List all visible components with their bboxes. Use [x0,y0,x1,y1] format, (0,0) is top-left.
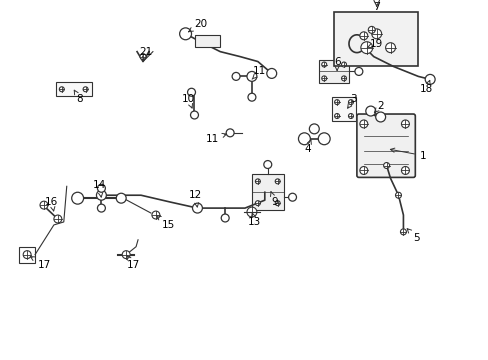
Text: 11: 11 [251,67,266,79]
Bar [56,82,91,96]
Circle shape [341,76,346,81]
Text: 2: 2 [374,101,383,112]
Circle shape [359,167,367,175]
Circle shape [192,203,202,213]
Circle shape [116,193,126,203]
Circle shape [318,133,329,145]
Circle shape [395,192,401,198]
Text: 11: 11 [205,134,226,144]
Circle shape [246,71,256,81]
Bar [251,175,283,210]
Circle shape [255,179,260,184]
Text: 1: 1 [389,148,426,161]
Circle shape [400,229,406,235]
Circle shape [54,215,61,223]
Text: 15: 15 [156,216,175,230]
Circle shape [72,192,83,204]
Circle shape [348,113,353,118]
Circle shape [247,93,255,101]
Circle shape [187,88,195,96]
Bar [331,97,355,121]
Text: 9: 9 [270,192,278,207]
Text: 17: 17 [126,256,140,270]
Circle shape [401,120,408,128]
Circle shape [97,184,105,192]
Text: 18: 18 [419,80,432,94]
Circle shape [226,129,234,137]
Circle shape [275,179,280,184]
Circle shape [334,100,339,105]
Circle shape [255,201,260,206]
Circle shape [298,133,310,145]
Circle shape [360,42,372,54]
Text: 6: 6 [333,57,340,70]
FancyBboxPatch shape [356,114,414,177]
Circle shape [59,87,64,92]
Circle shape [371,29,381,39]
Circle shape [97,204,105,212]
Circle shape [40,201,48,209]
Text: 3: 3 [347,94,357,108]
Circle shape [354,67,362,75]
Circle shape [122,251,130,258]
Text: 12: 12 [188,190,202,207]
Text: 21: 21 [139,47,152,60]
Bar [319,59,348,83]
Text: 13: 13 [248,213,261,227]
Text: 5: 5 [407,229,419,243]
Circle shape [83,87,88,92]
Text: 20: 20 [188,19,206,32]
Circle shape [359,32,367,40]
Circle shape [321,76,326,81]
Circle shape [341,62,346,67]
Circle shape [401,167,408,175]
Circle shape [367,26,374,33]
Circle shape [288,193,296,201]
Circle shape [221,214,229,222]
Circle shape [266,68,276,78]
Bar [333,12,417,67]
Circle shape [375,112,385,122]
Circle shape [385,43,395,53]
Circle shape [232,72,240,80]
Circle shape [23,251,31,258]
Text: 4: 4 [304,140,311,154]
Circle shape [275,201,280,206]
Circle shape [425,75,434,84]
Text: 10: 10 [182,94,195,108]
Circle shape [321,62,326,67]
Circle shape [309,124,319,134]
Circle shape [179,28,191,40]
Circle shape [348,100,353,105]
Circle shape [190,111,198,119]
Text: 19: 19 [366,39,383,49]
Circle shape [263,161,271,168]
Circle shape [334,113,339,118]
Text: 16: 16 [45,197,59,211]
Circle shape [96,190,106,200]
Circle shape [359,120,367,128]
Bar [195,35,220,47]
Circle shape [140,54,146,59]
Text: 14: 14 [93,180,106,197]
Text: 17: 17 [30,257,50,270]
Circle shape [365,106,375,116]
Text: 7: 7 [372,2,380,12]
Text: 8: 8 [74,90,83,104]
Circle shape [383,163,389,168]
Circle shape [246,207,256,217]
Bar [19,247,35,262]
Circle shape [152,211,160,219]
